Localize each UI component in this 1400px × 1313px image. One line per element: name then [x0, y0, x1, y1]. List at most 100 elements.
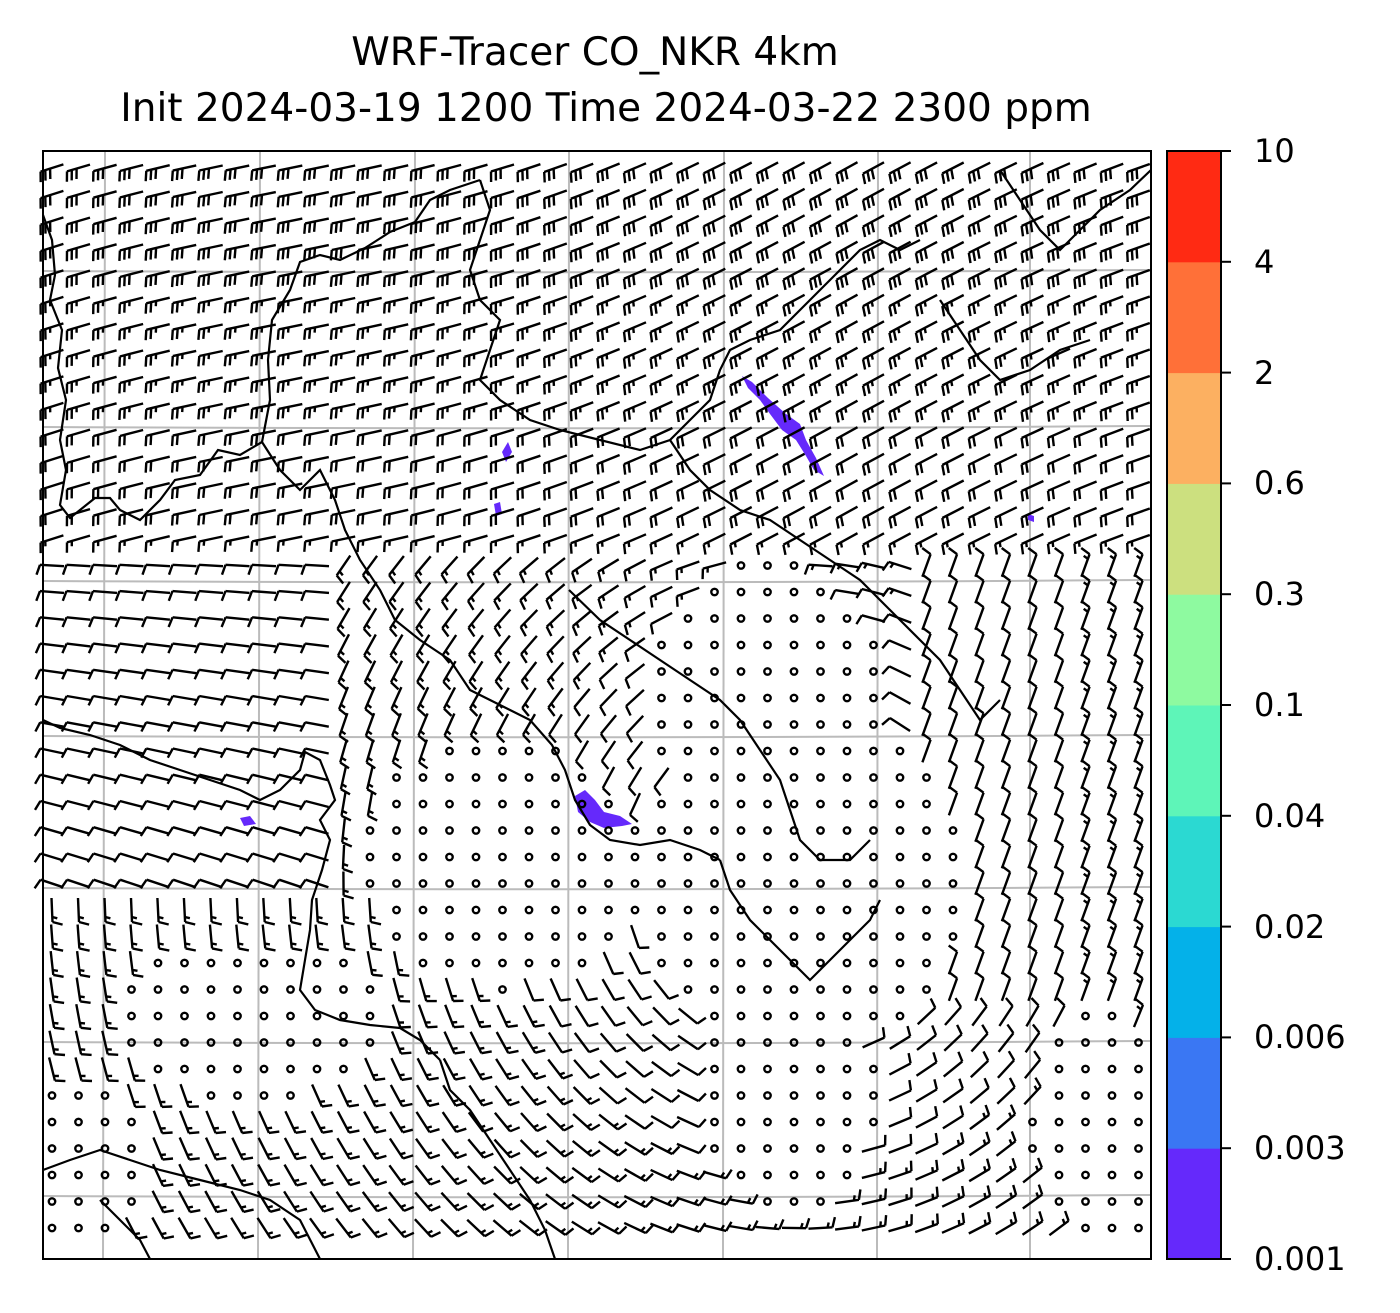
wind-barb: [383, 455, 409, 473]
wind-barb: [1053, 679, 1065, 710]
wind-barb: [256, 1217, 281, 1240]
wind-barb: [339, 765, 351, 796]
wind-barb: [1000, 732, 1012, 763]
wind-barb: [1133, 944, 1144, 975]
calm-wind-marker: [789, 826, 799, 835]
wind-barb: [141, 589, 171, 602]
wind-barb: [967, 161, 991, 184]
colorbar-tick-label: 0.003: [1254, 1129, 1346, 1168]
wind-barb: [1025, 997, 1040, 1028]
wind-barb: [888, 320, 912, 344]
wind-barb: [65, 375, 91, 394]
calm-wind-marker: [1134, 1144, 1143, 1153]
wind-barb: [649, 188, 673, 210]
wind-barb: [967, 214, 991, 237]
wind-barb: [596, 533, 621, 555]
wind-barb: [303, 243, 330, 261]
wind-barb: [974, 838, 985, 869]
wind-barb: [192, 878, 223, 889]
wind-barb: [383, 164, 409, 182]
wind-barb: [1080, 812, 1091, 843]
calm-wind-marker: [763, 932, 772, 941]
calm-wind-marker: [736, 932, 746, 941]
calm-wind-marker: [710, 614, 719, 623]
wind-barb: [755, 161, 779, 185]
calm-wind-marker: [445, 826, 454, 835]
wind-barb: [114, 563, 144, 576]
wind-barb: [140, 773, 170, 785]
wind-barb: [623, 1168, 654, 1182]
wind-barb: [388, 1137, 414, 1160]
wind-barb: [1046, 268, 1071, 290]
calm-wind-marker: [418, 852, 428, 862]
calm-wind-marker: [657, 720, 666, 729]
wind-barb: [100, 1057, 119, 1083]
wind-barb: [653, 767, 670, 797]
wind-barb: [622, 241, 647, 263]
wind-barb: [223, 535, 250, 552]
calm-wind-marker: [312, 1038, 322, 1047]
wind-barb: [276, 508, 303, 526]
wind-barb: [941, 1185, 965, 1208]
wind-barb: [861, 505, 885, 529]
calm-wind-marker: [577, 932, 587, 941]
wind-barb: [702, 294, 726, 317]
wind-barb: [223, 270, 250, 287]
wind-barb: [1027, 732, 1038, 763]
map-title-line1: WRF-Tracer CO_NKR 4km: [351, 30, 839, 75]
calm-wind-marker: [789, 693, 799, 703]
wind-barb: [250, 217, 277, 234]
wind-barb: [436, 190, 462, 209]
wind-barb: [888, 1079, 913, 1102]
wind-barb: [442, 1057, 466, 1081]
wind-barb: [469, 713, 483, 744]
wind-barb: [39, 401, 64, 421]
wind-barb: [861, 1188, 888, 1206]
wind-barb: [548, 713, 563, 744]
wind-barb: [417, 1004, 438, 1029]
wind-barb: [516, 481, 541, 501]
wind-barb: [782, 267, 806, 291]
calm-wind-marker: [683, 640, 693, 650]
wind-barb: [362, 1137, 387, 1160]
wind-barb: [230, 1163, 254, 1187]
calm-wind-marker: [922, 958, 931, 968]
calm-wind-marker: [763, 773, 772, 782]
wind-barb: [782, 346, 806, 370]
wind-barb: [916, 997, 937, 1026]
calm-wind-marker: [710, 746, 719, 756]
wind-barb: [494, 661, 511, 691]
wind-barb: [888, 293, 912, 317]
wind-barb: [1020, 241, 1044, 263]
wind-barb: [414, 1164, 441, 1186]
wind-barb: [1000, 573, 1012, 604]
calm-wind-marker: [47, 1223, 57, 1233]
wind-barb: [545, 1193, 575, 1210]
wind-barb: [383, 535, 409, 553]
wind-barb: [1022, 1184, 1044, 1210]
wind-barb: [572, 1113, 601, 1132]
wind-barb: [1099, 189, 1124, 210]
wind-barb: [941, 532, 965, 556]
calm-wind-marker: [869, 773, 878, 782]
wind-barb: [415, 607, 431, 638]
calm-wind-marker: [922, 826, 931, 835]
calm-wind-marker: [1054, 1091, 1064, 1100]
wind-barb: [436, 269, 462, 288]
wind-barb: [170, 455, 197, 473]
calm-wind-marker: [816, 826, 825, 835]
wind-barb: [808, 187, 832, 211]
wind-barb: [1080, 971, 1091, 1002]
colorbar-tick-label: 10: [1254, 132, 1295, 170]
wind-barb: [1053, 971, 1065, 1002]
wind-barb: [223, 217, 250, 234]
wind-barb: [520, 635, 538, 664]
wind-barb: [272, 852, 303, 863]
wind-barb: [250, 243, 277, 261]
wind-barb: [543, 189, 568, 209]
wind-barb: [126, 1083, 146, 1109]
wind-barb: [808, 505, 832, 529]
calm-wind-marker: [153, 1011, 163, 1021]
wind-barb: [118, 216, 144, 235]
wind-barb: [272, 747, 303, 759]
